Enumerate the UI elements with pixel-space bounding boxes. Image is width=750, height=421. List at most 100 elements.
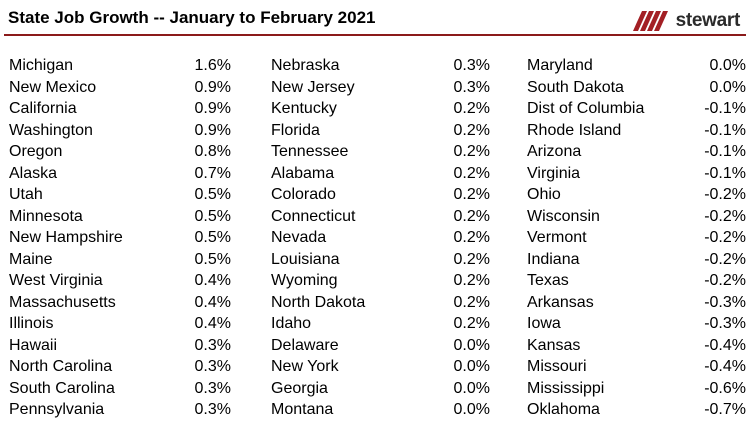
- logo-text: stewart: [675, 10, 741, 31]
- table-row: New Jersey 0.3%: [271, 77, 490, 99]
- table-row: Connecticut 0.2%: [271, 206, 490, 228]
- growth-value: 0.2%: [453, 250, 490, 268]
- table-row: Texas -0.2%: [527, 270, 746, 292]
- state-name: Idaho: [271, 315, 312, 332]
- state-name: Ohio: [527, 186, 561, 203]
- title-rule: [4, 34, 746, 36]
- state-name: Maryland: [527, 57, 593, 74]
- table-row: Georgia 0.0%: [271, 378, 490, 400]
- growth-value: -0.2%: [704, 186, 746, 203]
- growth-value: 0.2%: [453, 207, 490, 225]
- table-row: Arizona -0.1%: [527, 141, 746, 163]
- state-name: Nevada: [271, 229, 327, 246]
- state-name: Massachusetts: [9, 293, 116, 311]
- growth-value: 0.2%: [453, 229, 490, 246]
- state-name: South Dakota: [527, 78, 624, 96]
- state-name: Nebraska: [271, 57, 340, 74]
- state-name: Minnesota: [9, 207, 83, 225]
- growth-value: 0.2%: [453, 272, 490, 289]
- growth-value: 0.0%: [709, 78, 746, 96]
- state-name: Alaska: [9, 164, 58, 182]
- growth-value: -0.1%: [704, 143, 746, 160]
- state-name: Montana: [271, 401, 334, 418]
- growth-value: 0.2%: [453, 293, 490, 311]
- growth-value: 0.2%: [453, 100, 490, 117]
- state-name: Arizona: [527, 143, 582, 160]
- table-row: Florida 0.2%: [271, 120, 490, 142]
- state-name: Arkansas: [527, 293, 594, 311]
- growth-value: 0.5%: [194, 229, 231, 246]
- state-name: New Mexico: [9, 78, 97, 96]
- state-name: New Jersey: [271, 78, 355, 96]
- growth-value: 0.3%: [453, 78, 490, 96]
- growth-value: 0.0%: [709, 57, 746, 74]
- state-name: North Carolina: [9, 358, 113, 375]
- table-row: Montana 0.0%: [271, 399, 490, 421]
- table-row: Massachusetts 0.4%: [9, 292, 231, 314]
- table-row: Missouri -0.4%: [527, 356, 746, 378]
- table-row: North Carolina 0.3%: [9, 356, 231, 378]
- state-name: Kentucky: [271, 100, 337, 117]
- growth-value: -0.3%: [704, 293, 746, 311]
- table-row: Minnesota 0.5%: [9, 206, 231, 228]
- table-row: Utah 0.5%: [9, 184, 231, 206]
- table-row: Oregon 0.8%: [9, 141, 231, 163]
- state-name: West Virginia: [9, 272, 103, 289]
- state-name: Florida: [271, 121, 320, 139]
- state-name: Hawaii: [9, 336, 58, 354]
- table-row: Ohio -0.2%: [527, 184, 746, 206]
- state-name: California: [9, 100, 77, 117]
- state-name: Pennsylvania: [9, 401, 105, 418]
- table-row: Kansas -0.4%: [527, 335, 746, 357]
- table-row: Wyoming 0.2%: [271, 270, 490, 292]
- growth-value: 0.8%: [194, 143, 231, 160]
- growth-value: -0.2%: [704, 272, 746, 289]
- state-name: Georgia: [271, 379, 328, 397]
- state-name: Maine: [9, 250, 53, 268]
- table-row: Louisiana 0.2%: [271, 249, 490, 271]
- page-title: State Job Growth -- January to February …: [8, 8, 376, 27]
- table-row: Washington 0.9%: [9, 120, 231, 142]
- table-row: Nebraska 0.3%: [271, 55, 490, 77]
- state-name: Louisiana: [271, 250, 340, 268]
- table-row: Alaska 0.7%: [9, 163, 231, 185]
- growth-value: 0.0%: [453, 358, 490, 375]
- table-column-3: Maryland 0.0% South Dakota 0.0% Dist of Colu…: [527, 55, 746, 421]
- table-row: Tennessee 0.2%: [271, 141, 490, 163]
- growth-value: -0.2%: [704, 207, 746, 225]
- table-row: New Hampshire 0.5%: [9, 227, 231, 249]
- table-row: Maryland 0.0%: [527, 55, 746, 77]
- growth-value: -0.1%: [704, 100, 746, 117]
- growth-value: -0.3%: [704, 315, 746, 332]
- state-name: New York: [271, 358, 339, 375]
- growth-value: 0.0%: [453, 336, 490, 354]
- growth-value: 0.9%: [194, 100, 231, 117]
- table-row: Illinois 0.4%: [9, 313, 231, 335]
- growth-value: 0.5%: [194, 207, 231, 225]
- growth-value: 0.3%: [194, 358, 231, 375]
- state-name: New Hampshire: [9, 229, 123, 246]
- state-name: Illinois: [9, 315, 54, 332]
- table-row: Colorado 0.2%: [271, 184, 490, 206]
- growth-value: 0.4%: [194, 272, 231, 289]
- state-name: Mississippi: [527, 379, 605, 397]
- state-name: Oklahoma: [527, 401, 600, 418]
- state-name: Kansas: [527, 336, 581, 354]
- state-name: Washington: [9, 121, 93, 139]
- growth-value: 0.7%: [194, 164, 231, 182]
- table-row: Idaho 0.2%: [271, 313, 490, 335]
- table-column-1: Michigan 1.6% New Mexico 0.9% California 0.9%…: [9, 55, 231, 421]
- table-row: Arkansas -0.3%: [527, 292, 746, 314]
- table-row: Rhode Island -0.1%: [527, 120, 746, 142]
- state-name: Connecticut: [271, 207, 356, 225]
- growth-value: 0.3%: [453, 57, 490, 74]
- table-row: South Carolina 0.3%: [9, 378, 231, 400]
- state-name: Oregon: [9, 143, 63, 160]
- state-name: Wisconsin: [527, 207, 600, 225]
- table-row: Michigan 1.6%: [9, 55, 231, 77]
- table-column-2: Nebraska 0.3% New Jersey 0.3% Kentucky 0.2% Fl…: [271, 55, 490, 421]
- growth-value: -0.6%: [704, 379, 746, 397]
- state-name: Iowa: [527, 315, 561, 332]
- growth-value: -0.4%: [704, 358, 746, 375]
- table-row: New York 0.0%: [271, 356, 490, 378]
